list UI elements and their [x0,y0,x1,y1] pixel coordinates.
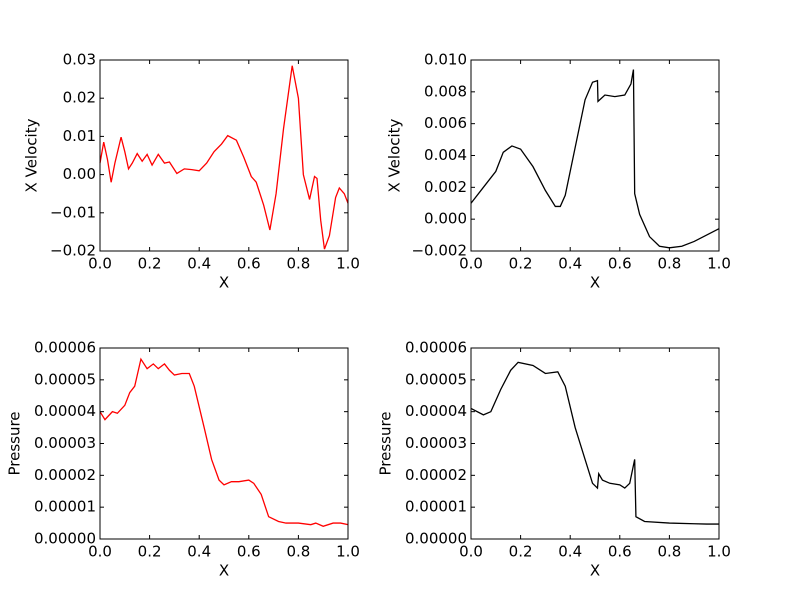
y-tick-label: −0.02 [50,242,96,260]
y-tick-label: 0.000 [424,210,467,228]
y-tick-label: 0.00002 [405,466,467,484]
y-axis-label: X Velocity [23,118,41,192]
x-axis-label: X [219,562,229,580]
x-tick-label: 0.2 [138,543,162,561]
x-axis-label: X [590,274,600,292]
data-line [470,69,720,249]
y-tick-label: 0.00006 [405,339,467,357]
x-tick-label: 1.0 [336,255,360,273]
x-tick-label: 0.4 [187,255,211,273]
y-axis-label: Pressure [6,411,24,475]
x-tick-label: 0.4 [187,543,211,561]
data-line [99,357,349,527]
y-tick-label: 0.004 [424,146,467,164]
x-tick-label: 0.0 [88,255,112,273]
y-tick-label: 0.00004 [405,402,467,420]
y-tick-label: 0.00004 [34,402,96,420]
y-tick-label: 0.00005 [405,370,467,388]
x-axis-label: X [590,562,600,580]
y-tick-label: 0.00001 [405,498,467,516]
data-line [99,65,349,250]
y-tick-label: 0.00003 [405,434,467,452]
y-tick-label: 0.010 [424,51,467,69]
x-tick-label: 0.2 [138,255,162,273]
x-tick-label: 0.8 [286,255,310,273]
y-axis-label: Pressure [377,411,395,475]
y-tick-label: 0.00005 [34,370,96,388]
x-tick-label: 1.0 [707,543,731,561]
x-tick-label: 0.4 [558,543,582,561]
y-tick-label: 0.00002 [34,466,96,484]
y-tick-label: 0.008 [424,82,467,100]
y-tick-label: −0.01 [50,203,96,221]
axes-frame [470,347,720,540]
x-tick-label: 1.0 [336,543,360,561]
x-tick-label: 0.2 [509,543,533,561]
x-tick-label: 1.0 [707,255,731,273]
y-tick-label: 0.00000 [34,530,96,548]
axes-frame [99,59,349,252]
y-tick-label: 0.02 [63,89,96,107]
data-line [470,361,719,525]
x-axis-label: X [219,274,229,292]
x-tick-label: 0.0 [88,543,112,561]
y-tick-label: 0.00001 [34,498,96,516]
y-tick-label: 0.00000 [405,530,467,548]
y-tick-label: 0.00006 [34,339,96,357]
y-tick-label: 0.006 [424,114,467,132]
x-tick-label: 0.6 [608,255,632,273]
x-tick-label: 0.6 [237,543,261,561]
y-axis-label: X Velocity [386,118,404,192]
y-tick-label: 0.00003 [34,434,96,452]
x-tick-label: 0.0 [459,543,483,561]
x-tick-label: 0.6 [237,255,261,273]
x-tick-label: 0.6 [608,543,632,561]
x-tick-label: 0.2 [509,255,533,273]
x-tick-label: 0.0 [459,255,483,273]
y-tick-label: 0.00 [63,165,96,183]
axes-frame [470,59,720,252]
y-tick-label: 0.002 [424,178,467,196]
x-tick-label: 0.8 [286,543,310,561]
x-tick-label: 0.8 [657,543,681,561]
x-tick-label: 0.4 [558,255,582,273]
y-tick-label: 0.03 [63,51,96,69]
x-tick-label: 0.8 [657,255,681,273]
y-tick-label: −0.002 [411,242,467,260]
y-tick-label: 0.01 [63,127,96,145]
